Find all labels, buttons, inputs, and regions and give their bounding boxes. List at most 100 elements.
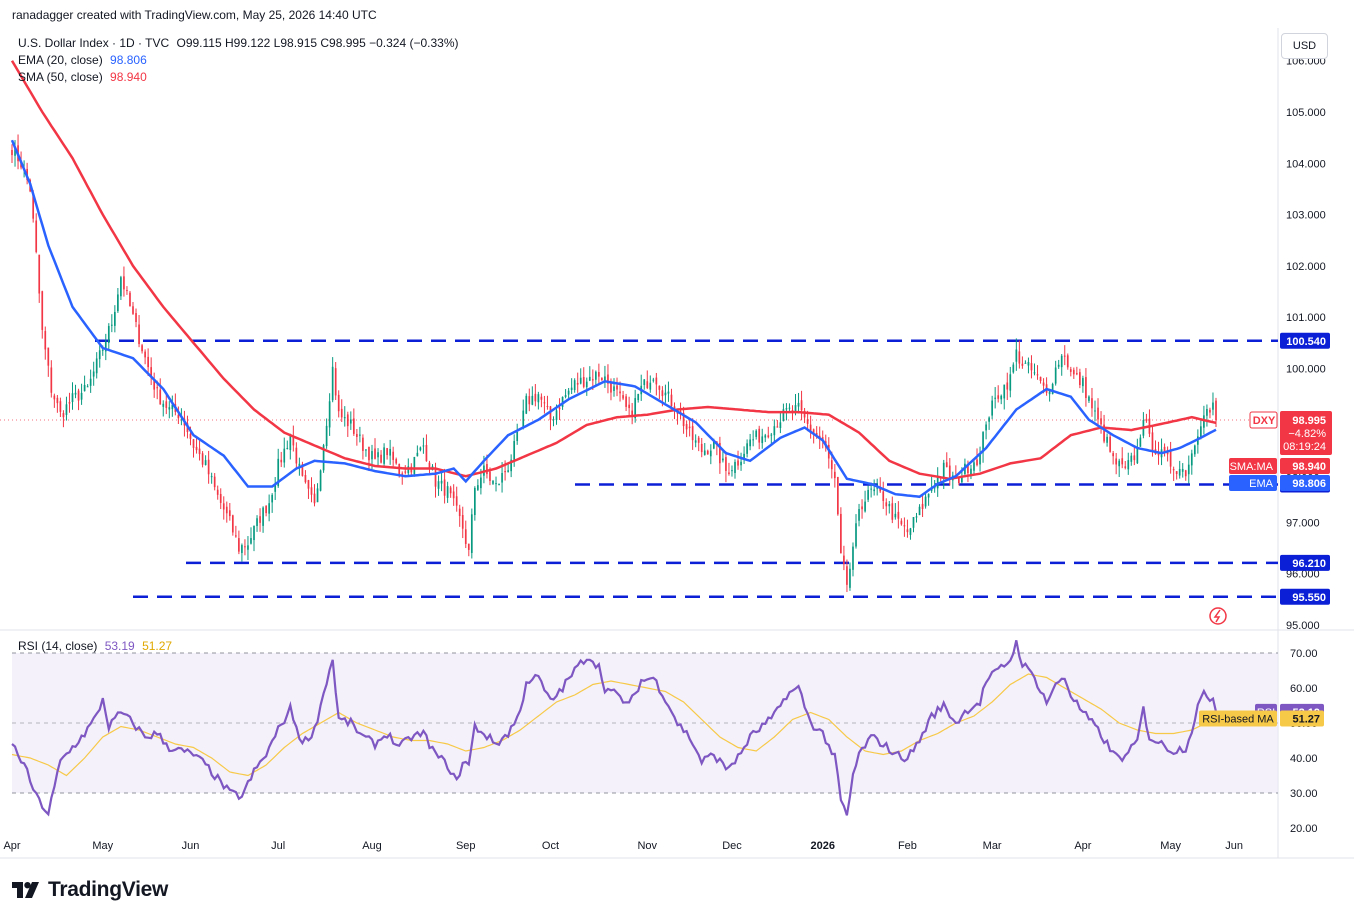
rsi-ma-tag-bg [1199, 710, 1277, 727]
candle [516, 431, 519, 442]
candle [731, 470, 733, 472]
candle [219, 493, 222, 503]
y-tick-label: 102.000 [1286, 261, 1326, 273]
candle [189, 433, 192, 439]
candle [165, 401, 168, 408]
candle [1139, 437, 1142, 447]
candle [135, 313, 137, 323]
x-tick-label: Oct [542, 840, 559, 852]
ohlc-values: O99.115 H99.122 L98.915 C98.995 −0.324 (… [176, 36, 459, 50]
candle [773, 426, 776, 436]
candle [1121, 458, 1124, 465]
candle [945, 462, 948, 468]
sma-tag-label: SMA:MA [1230, 461, 1274, 473]
candle [1085, 377, 1087, 399]
candle [894, 513, 897, 518]
candle [295, 447, 298, 464]
candle [480, 477, 482, 489]
candle [634, 398, 637, 419]
candle [900, 520, 903, 525]
candle [120, 277, 122, 297]
candle [942, 462, 945, 479]
candle [948, 465, 951, 478]
candle [788, 407, 791, 409]
candle [461, 515, 464, 529]
candle [319, 470, 322, 491]
candle [419, 447, 422, 451]
legend-main[interactable]: U.S. Dollar Index · 1D · TVC O99.115 H99… [18, 36, 459, 50]
candle [443, 479, 446, 496]
candle [888, 504, 891, 507]
legend-sma[interactable]: SMA (50, close) 98.940 [18, 70, 147, 84]
candle [1100, 418, 1102, 425]
candle [47, 347, 50, 366]
candle [473, 487, 476, 516]
level-tag-label: 96.210 [1292, 558, 1326, 570]
candle [92, 371, 95, 377]
candle [14, 146, 16, 156]
candle [356, 433, 358, 438]
candle [812, 429, 815, 434]
legend-rsi[interactable]: RSI (14, close) 53.19 51.27 [18, 639, 172, 653]
candle [1181, 468, 1184, 472]
candle [404, 471, 407, 473]
candle [362, 437, 364, 451]
candle [1130, 455, 1133, 462]
candle [262, 507, 264, 526]
rsi-y-tick-label: 60.00 [1290, 683, 1318, 695]
candle [643, 379, 646, 386]
candle [601, 378, 603, 380]
candle [210, 476, 213, 478]
currency-button[interactable]: USD [1281, 33, 1328, 59]
candle [201, 453, 204, 465]
candle [1024, 362, 1027, 364]
candle [331, 366, 334, 401]
candle [280, 459, 283, 463]
candle [688, 426, 691, 429]
candle [1036, 374, 1039, 376]
x-tick-label: Sep [456, 840, 476, 852]
candle [570, 387, 573, 391]
candle [225, 506, 228, 514]
candle [691, 426, 694, 441]
candle [313, 493, 316, 504]
level-tag [1280, 588, 1330, 605]
candle [694, 440, 697, 443]
candles [11, 134, 1217, 593]
candle [564, 395, 567, 397]
candle [746, 443, 748, 454]
candle [552, 419, 555, 421]
candle [346, 414, 349, 427]
candle [1094, 410, 1096, 412]
candle [32, 193, 35, 219]
candle [1203, 415, 1205, 428]
candle [582, 377, 585, 387]
candle [528, 396, 531, 405]
candle [56, 397, 59, 404]
candle [386, 448, 388, 456]
candle [1030, 363, 1033, 371]
candle [897, 511, 900, 519]
candle [310, 487, 313, 495]
tradingview-logo[interactable]: TradingView [12, 878, 168, 902]
candle [395, 459, 398, 464]
candle [41, 291, 44, 330]
candle [667, 391, 670, 394]
candle [785, 408, 788, 410]
candle [567, 390, 570, 395]
candle [830, 460, 833, 470]
candle [1200, 426, 1202, 438]
legend-ema[interactable]: EMA (20, close) 98.806 [18, 53, 147, 67]
candle [1063, 355, 1066, 357]
x-tick-label: Mar [983, 840, 1002, 852]
candle [153, 379, 156, 390]
candle [1088, 396, 1090, 401]
candle [407, 466, 410, 474]
candle [253, 525, 255, 541]
logo-text: TradingView [48, 878, 169, 901]
candle [298, 463, 301, 467]
candle [958, 477, 960, 484]
candle [576, 382, 579, 385]
candle [876, 487, 879, 489]
